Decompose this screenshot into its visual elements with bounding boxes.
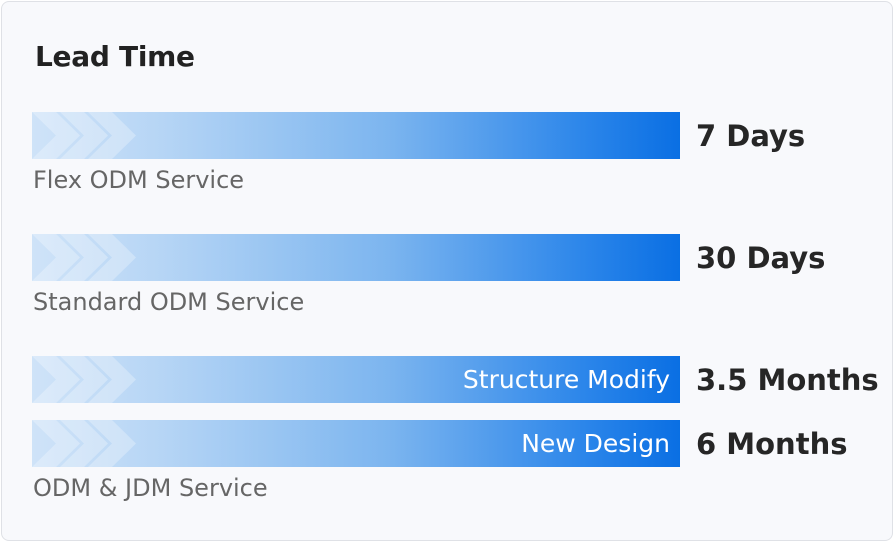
chevrons-icon bbox=[32, 356, 136, 403]
lead-time-bar-new-design: New Design bbox=[32, 420, 680, 467]
chevron-icon bbox=[88, 356, 136, 403]
service-label: Standard ODM Service bbox=[33, 288, 305, 316]
lead-time-value: 6 Months bbox=[696, 427, 848, 461]
service-label: Flex ODM Service bbox=[33, 166, 245, 194]
lead-time-bar-structure-modify: Structure Modify bbox=[32, 356, 680, 403]
chevrons-icon bbox=[32, 234, 136, 281]
bar-text: Structure Modify bbox=[462, 365, 670, 394]
lead-time-value: 7 Days bbox=[696, 119, 806, 153]
chevron-icon bbox=[88, 420, 136, 467]
chevron-icon bbox=[60, 356, 108, 403]
chevron-icon bbox=[88, 234, 136, 281]
lead-time-value: 3.5 Months bbox=[696, 363, 879, 397]
chevron-icon bbox=[32, 356, 80, 403]
lead-time-bar-flex bbox=[32, 112, 680, 159]
card-title: Lead Time bbox=[35, 40, 195, 73]
chevron-icon bbox=[88, 112, 136, 159]
chevron-icon bbox=[60, 112, 108, 159]
chevrons-icon bbox=[32, 420, 136, 467]
chevrons-icon bbox=[32, 112, 136, 159]
bar-text: New Design bbox=[521, 429, 670, 458]
lead-time-bar-standard bbox=[32, 234, 680, 281]
chevron-icon bbox=[32, 234, 80, 281]
chevron-icon bbox=[60, 420, 108, 467]
chevron-icon bbox=[32, 112, 80, 159]
chevron-icon bbox=[60, 234, 108, 281]
service-label: ODM & JDM Service bbox=[33, 474, 268, 502]
lead-time-value: 30 Days bbox=[696, 241, 826, 275]
chevron-icon bbox=[32, 420, 80, 467]
